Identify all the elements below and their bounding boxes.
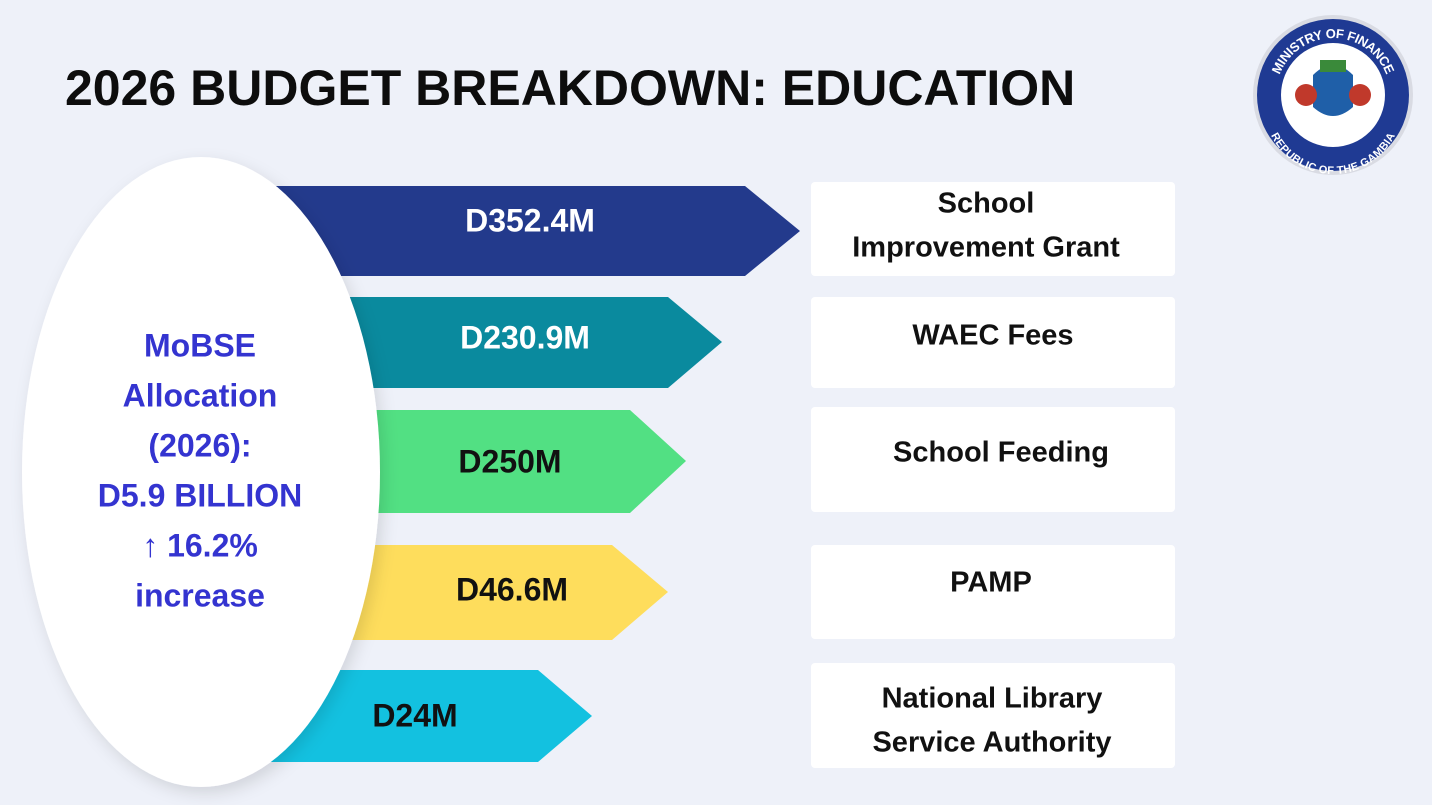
logo: MINISTRY OF FINANCE REPUBLIC OF THE GAMB… bbox=[1253, 15, 1413, 177]
logo-lion-right bbox=[1349, 84, 1371, 106]
label-line: PAMP bbox=[950, 567, 1032, 599]
labels: School Improvement Grant WAEC Fees Schoo… bbox=[811, 182, 1175, 768]
label-box bbox=[811, 545, 1175, 639]
logo-shield bbox=[1313, 65, 1353, 116]
amount: D250M bbox=[458, 443, 561, 479]
label-line: School bbox=[938, 188, 1035, 220]
amount: D352.4M bbox=[465, 202, 595, 238]
label-line: School Feeding bbox=[893, 437, 1109, 469]
label-box bbox=[811, 297, 1175, 388]
summary-line: MoBSE bbox=[144, 327, 256, 363]
label-box bbox=[811, 663, 1175, 768]
title: 2026 BUDGET BREAKDOWN: EDUCATION bbox=[65, 60, 1075, 116]
summary-line: D5.9 BILLION bbox=[98, 477, 302, 513]
summary-ellipse bbox=[22, 157, 380, 787]
summary: MoBSE Allocation (2026): D5.9 BILLION ↑ … bbox=[98, 327, 302, 613]
amount: D230.9M bbox=[460, 319, 590, 355]
label-line: National Library bbox=[882, 683, 1103, 715]
label-box bbox=[811, 182, 1175, 276]
summary-line: (2026): bbox=[148, 427, 251, 463]
logo-lion-left bbox=[1295, 84, 1317, 106]
arrow bbox=[240, 186, 800, 276]
label-box bbox=[811, 407, 1175, 512]
amounts: D352.4M D230.9M D250M D46.6M D24M bbox=[372, 202, 595, 733]
summary-line: increase bbox=[135, 577, 265, 613]
label-line: WAEC Fees bbox=[912, 320, 1073, 352]
summary-line: ↑ 16.2% bbox=[142, 527, 258, 563]
label-line: Service Authority bbox=[872, 727, 1111, 759]
amount: D24M bbox=[372, 697, 457, 733]
logo-crest bbox=[1320, 60, 1346, 72]
summary-line: Allocation bbox=[123, 377, 278, 413]
amount: D46.6M bbox=[456, 571, 568, 607]
label-line: Improvement Grant bbox=[852, 232, 1120, 264]
